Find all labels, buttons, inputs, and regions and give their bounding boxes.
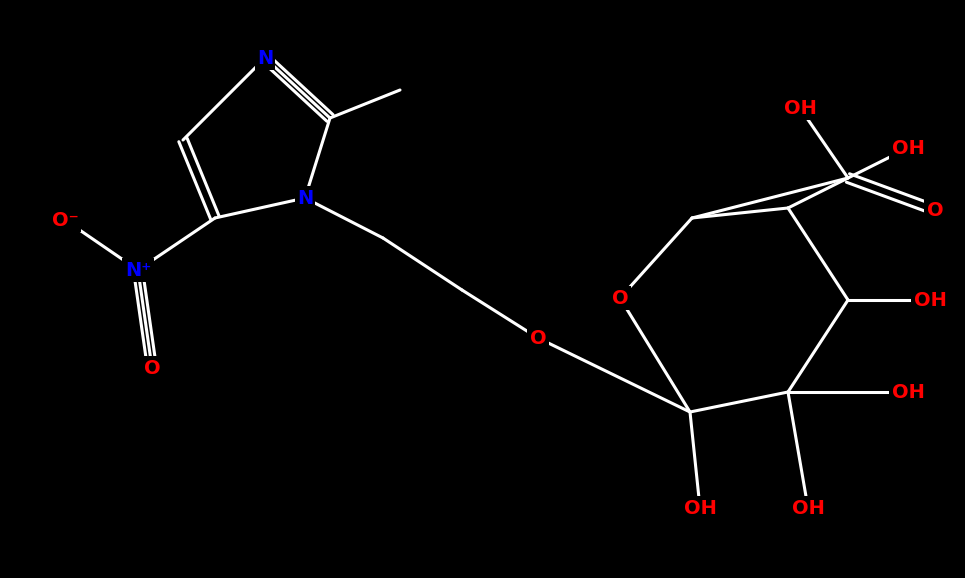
Text: OH: OH <box>914 291 947 309</box>
Text: O⁻: O⁻ <box>51 210 78 229</box>
Text: N: N <box>257 49 273 68</box>
Text: N⁺: N⁺ <box>124 261 152 280</box>
Text: O: O <box>612 288 628 307</box>
Text: OH: OH <box>892 383 924 402</box>
Text: O: O <box>530 328 546 347</box>
Text: O: O <box>926 201 944 220</box>
Text: OH: OH <box>892 139 924 157</box>
Text: OH: OH <box>683 498 716 517</box>
Text: OH: OH <box>784 98 816 117</box>
Text: O: O <box>144 358 160 377</box>
Text: OH: OH <box>791 498 824 517</box>
Text: N: N <box>297 188 313 208</box>
